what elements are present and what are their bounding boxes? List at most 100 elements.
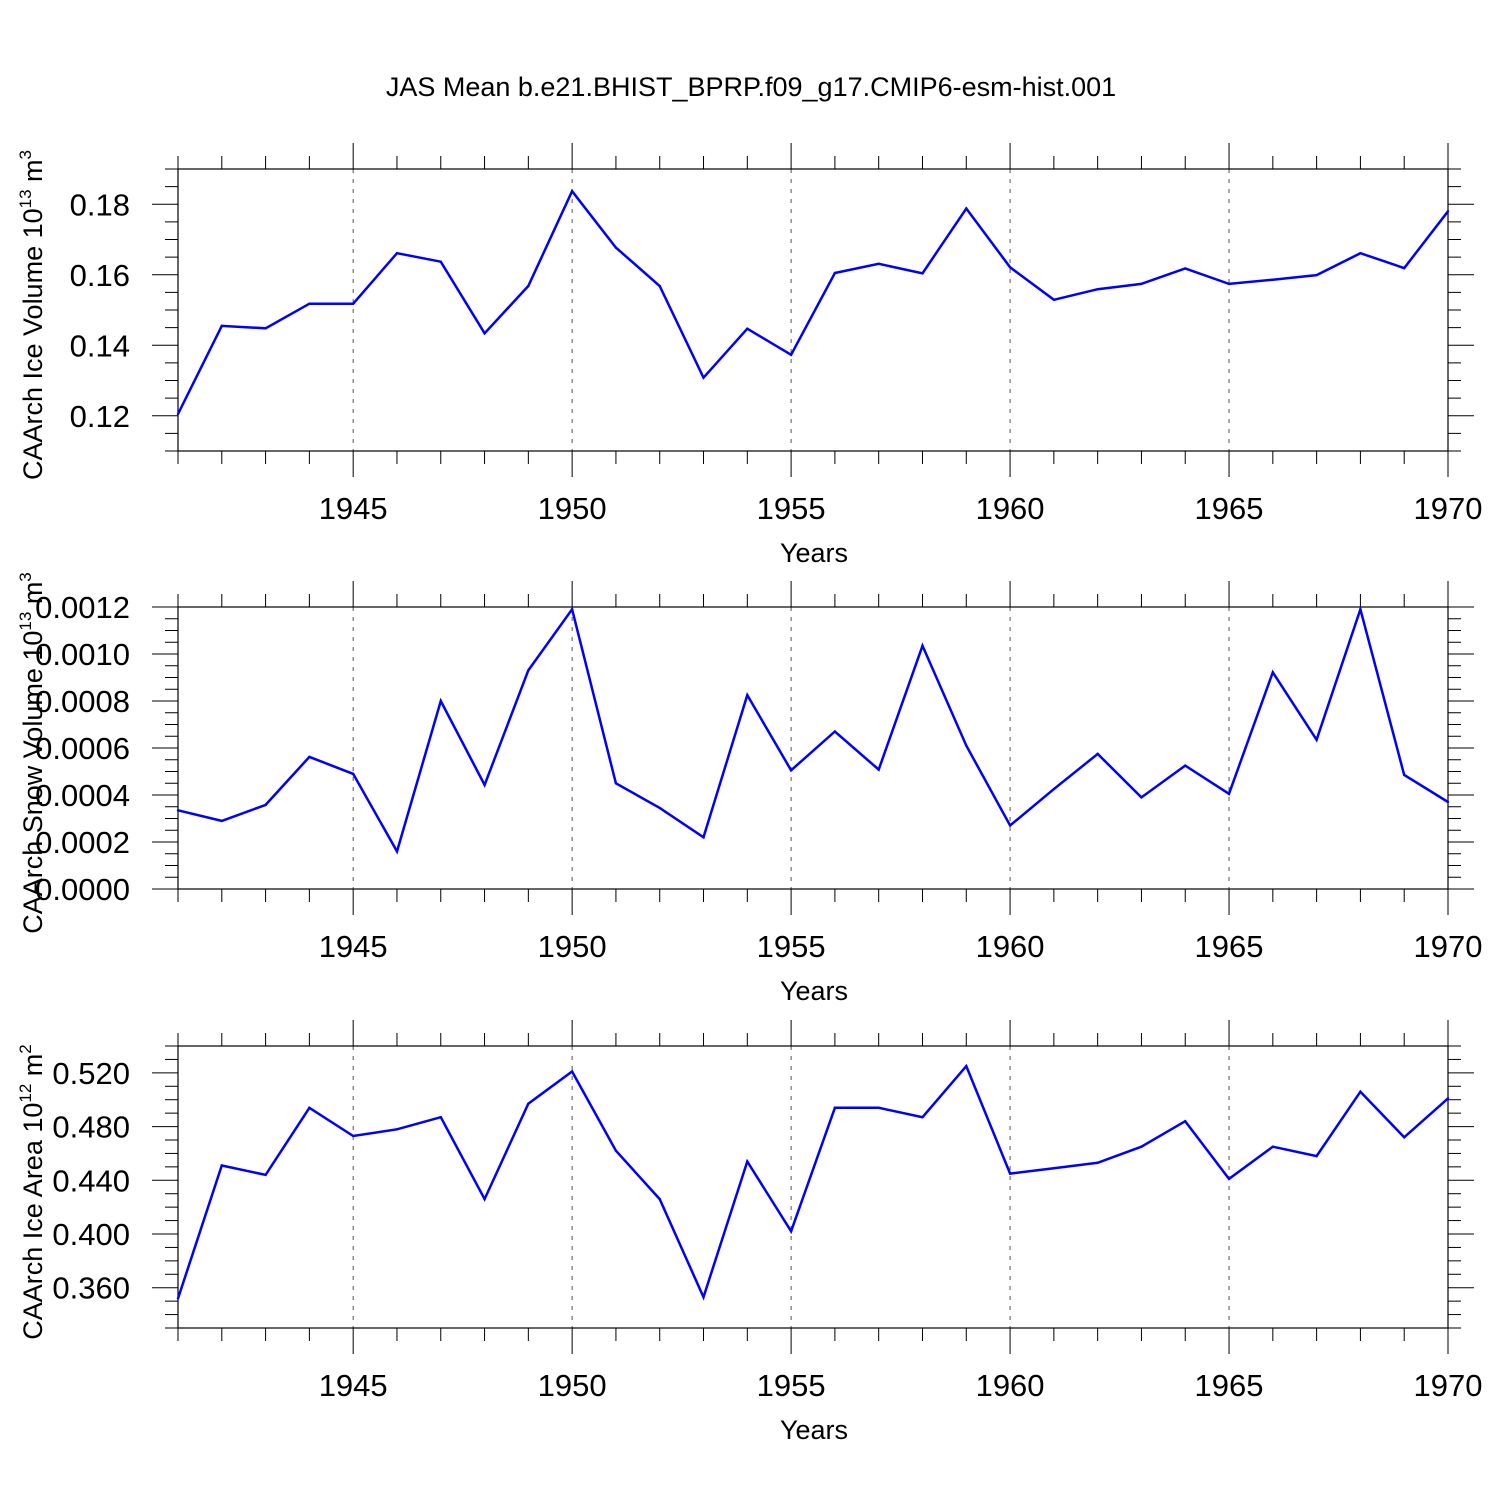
data-point: [570, 608, 574, 611]
x-tick-label: 1945: [319, 1368, 388, 1403]
y-axis-label: CAArch Ice Area 1012 m2: [16, 1044, 48, 1340]
x-axis-label: Years: [780, 976, 848, 1006]
data-point: [1403, 1136, 1406, 1139]
y-tick-label: 0.0010: [35, 637, 130, 672]
data-point: [351, 1134, 355, 1138]
data-point: [1140, 796, 1143, 799]
data-point: [395, 850, 399, 853]
data-point: [1140, 282, 1143, 286]
data-series-line: [176, 1063, 1449, 1301]
data-point: [877, 262, 880, 266]
data-point: [1052, 787, 1056, 791]
data-point: [1359, 608, 1362, 611]
x-axis-label: Years: [780, 538, 848, 568]
data-point: [220, 1164, 223, 1167]
data-point: [614, 1149, 618, 1152]
data-point: [1096, 1161, 1099, 1165]
data-point: [1140, 1145, 1143, 1148]
data-point: [833, 271, 837, 275]
data-point: [1008, 266, 1012, 269]
x-tick-label: 1955: [757, 929, 826, 964]
data-point: [1271, 278, 1275, 281]
data-point: [1403, 266, 1406, 270]
y-tick-label: 0.400: [52, 1217, 130, 1252]
data-series-line: [176, 188, 1449, 415]
data-point: [1315, 273, 1318, 277]
data-point: [308, 1106, 311, 1109]
data-point: [527, 1102, 530, 1105]
data-point: [921, 272, 924, 275]
x-tick-label: 1960: [976, 1368, 1045, 1403]
data-point: [220, 819, 223, 823]
x-tick-label: 1950: [538, 491, 607, 526]
x-tick-label: 1945: [319, 491, 388, 526]
data-point: [308, 755, 311, 759]
y-tick-label: 0.0008: [35, 684, 130, 719]
chart-title: JAS Mean b.e21.BHIST_BPRP.f09_g17.CMIP6-…: [386, 72, 1116, 102]
data-point: [1403, 773, 1406, 777]
chart-panel-1: 1945 1950 1955 1960 1965 1970 0.12 0.14 0.16 0.18…: [16, 143, 1482, 568]
data-point: [264, 1173, 267, 1177]
data-point: [220, 324, 223, 328]
x-tick-label: 1955: [757, 1368, 826, 1403]
data-point: [1446, 1097, 1450, 1100]
y-tick-label: 0.440: [52, 1163, 130, 1198]
y-axis-label: CAArch Snow Volume 1013 m3: [16, 572, 48, 934]
y-axis-label: CAArch Ice Volume 1013 m3: [16, 150, 48, 480]
y-tick-label: 0.0002: [35, 825, 130, 860]
data-point: [483, 1197, 486, 1201]
y-tick-label: 0.0012: [35, 590, 130, 625]
data-point: [1096, 752, 1099, 756]
x-tick-label: 1945: [319, 929, 388, 964]
plot-frame: [177, 606, 1449, 890]
data-point: [614, 246, 618, 249]
data-point: [789, 1230, 793, 1233]
y-tick-label: 0.0000: [35, 872, 130, 907]
x-tick-label: 1965: [1195, 929, 1264, 964]
data-point: [176, 1297, 180, 1300]
data-point: [1315, 1154, 1318, 1158]
data-point: [395, 1128, 399, 1131]
data-point: [1008, 1172, 1012, 1175]
data-point: [877, 1106, 880, 1109]
data-point: [746, 327, 749, 330]
data-point: [789, 769, 793, 772]
plot-frame: [177, 168, 1449, 452]
data-point: [439, 1115, 442, 1119]
data-point: [1271, 1145, 1275, 1148]
y-tick-label: 0.14: [70, 328, 130, 363]
data-point: [176, 809, 180, 812]
data-point: [264, 327, 267, 330]
data-point: [527, 284, 530, 288]
data-point: [702, 1295, 705, 1299]
data-point: [264, 803, 267, 807]
x-tick-label: 1965: [1195, 1368, 1264, 1403]
data-point: [1227, 282, 1231, 286]
data-point: [1184, 1120, 1187, 1123]
y-axis-label-group: CAArch Snow Volume 1013 m3: [16, 572, 48, 934]
data-point: [1227, 1177, 1231, 1181]
data-point: [965, 1064, 968, 1068]
data-point: [351, 772, 355, 776]
data-point: [1446, 800, 1450, 804]
data-point: [483, 332, 486, 335]
chart-panel-3: 1945 1950 1955 1960 1965 1970 0.360 0.400 0.440 0…: [16, 1020, 1482, 1445]
data-point: [658, 284, 661, 288]
data-point: [1008, 824, 1012, 827]
y-tick-label: 0.480: [52, 1110, 130, 1145]
x-tick-label: 1960: [976, 491, 1045, 526]
data-point: [1359, 252, 1362, 255]
data-point: [1227, 792, 1231, 796]
y-tick-label: 0.0004: [35, 778, 130, 813]
y-axis-label-group: CAArch Ice Volume 1013 m3: [16, 150, 48, 480]
y-tick-label: 0.360: [52, 1271, 130, 1306]
x-tick-label: 1955: [757, 491, 826, 526]
data-point: [395, 252, 399, 255]
x-tick-label: 1960: [976, 929, 1045, 964]
data-point: [614, 782, 618, 785]
data-point: [833, 730, 837, 733]
y-tick-label: 0.16: [70, 258, 130, 293]
x-axis-label: Years: [780, 1415, 848, 1445]
data-point: [658, 806, 661, 810]
